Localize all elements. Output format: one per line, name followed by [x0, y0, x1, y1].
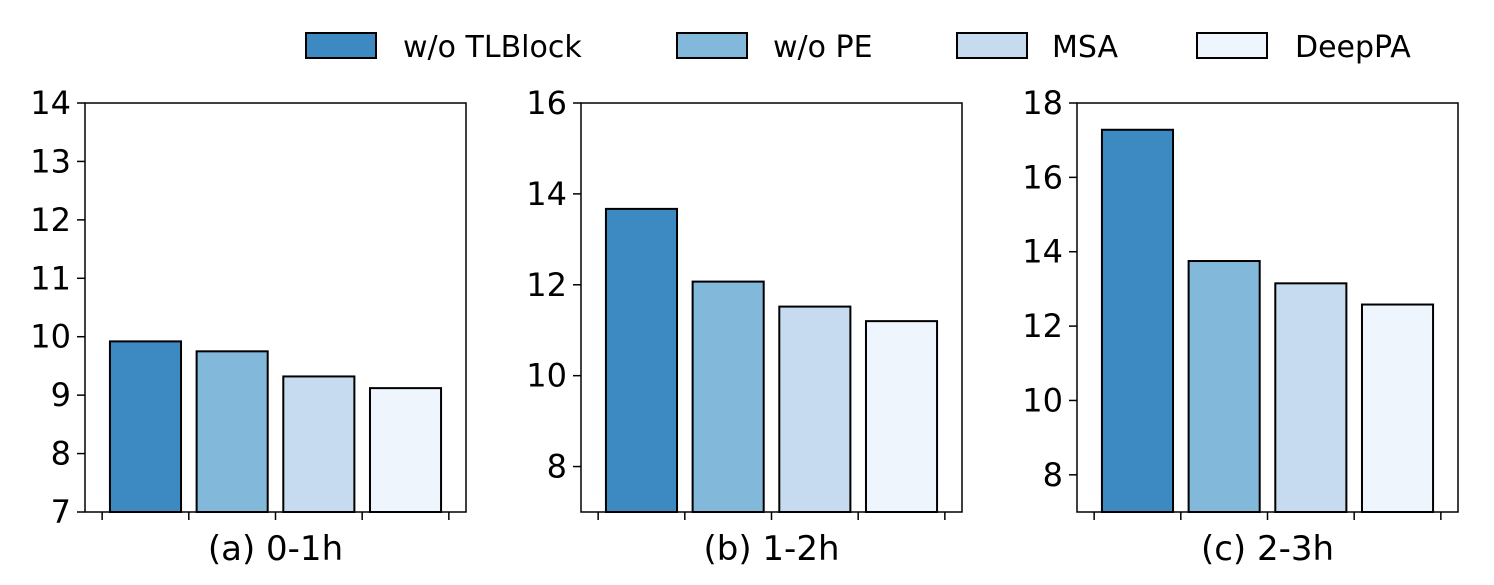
y-tick-label-1-14: 14 [30, 84, 71, 122]
bar-1-deeppa [368, 387, 443, 514]
bar-1-w-o-tlblock [108, 340, 183, 514]
bar-2-w-o-tlblock [604, 207, 679, 513]
bar-1-msa [282, 375, 356, 513]
y-tick-label-3-16: 16 [1022, 158, 1063, 196]
y-tick-label-2-12: 12 [526, 266, 567, 304]
y-tick-label-2-14: 14 [526, 175, 567, 213]
panel-3: 8 10 12 14 16 18 (c) 2-3h [1022, 84, 1459, 569]
y-tick-label-3-14: 14 [1022, 233, 1063, 271]
y-tick-label-1-8: 8 [51, 435, 71, 473]
y-tick-label-2-10: 10 [526, 357, 567, 395]
y-tick-label-2-16: 16 [526, 84, 567, 122]
legend-label-w-o-tlblock: w/o TLBlock [403, 30, 582, 65]
y-tick-label-3-12: 12 [1022, 307, 1063, 345]
panel-frame-2 [580, 102, 963, 513]
panel-1: 7 8 9 10 11 12 13 14 (a) 0-1h [30, 84, 467, 569]
legend: w/o TLBlock w/o PE MSA DeepPA [305, 30, 1411, 65]
y-tick-label-2-8: 8 [547, 448, 567, 486]
bar-3-w-o-tlblock [1100, 128, 1175, 513]
panel-xlabel-2: (b) 1-2h [704, 529, 840, 569]
legend-label-w-o-pe: w/o PE [773, 30, 873, 65]
legend-swatch-deeppa [1196, 32, 1268, 59]
bar-2-w-o-pe [691, 280, 765, 514]
y-tick-label-1-9: 9 [51, 376, 71, 414]
y-tick-label-1-13: 13 [30, 142, 71, 180]
panel-xlabel-3: (c) 2-3h [1201, 529, 1334, 569]
legend-item-msa: MSA [956, 30, 1118, 65]
y-tick-label-1-12: 12 [30, 201, 71, 239]
y-tick-label-3-18: 18 [1022, 84, 1063, 122]
panel-frame-3 [1076, 102, 1459, 513]
bar-3-w-o-pe [1187, 260, 1261, 514]
legend-item-w-o-pe: w/o PE [676, 30, 873, 65]
legend-swatch-msa [956, 32, 1028, 59]
legend-item-w-o-tlblock: w/o TLBlock [305, 30, 582, 65]
panel-2: 8 10 12 14 16 (b) 1-2h [526, 84, 963, 569]
bar-2-deeppa [864, 320, 939, 513]
y-tick-label-3-8: 8 [1043, 456, 1063, 494]
bar-1-w-o-pe [195, 350, 269, 514]
y-tick-label-1-11: 11 [30, 259, 71, 297]
y-tick-label-3-10: 10 [1022, 381, 1063, 419]
panel-xlabel-1: (a) 0-1h [208, 529, 343, 569]
legend-swatch-w-o-pe [676, 32, 748, 59]
legend-label-deeppa: DeepPA [1295, 30, 1411, 65]
legend-item-deeppa: DeepPA [1196, 30, 1411, 65]
panel-frame-1 [84, 102, 467, 513]
chart-panels: 7 8 9 10 11 12 13 14 (a) 0-1h 8 10 12 14 16 (b) 1-2h 8 1… [30, 84, 1459, 569]
bar-3-deeppa [1360, 303, 1435, 513]
bar-3-msa [1274, 282, 1348, 513]
legend-swatch-w-o-tlblock [305, 32, 377, 59]
legend-label-msa: MSA [1052, 30, 1118, 65]
y-tick-label-1-7: 7 [51, 493, 71, 531]
y-tick-label-1-10: 10 [30, 318, 71, 356]
bar-2-msa [778, 305, 852, 514]
